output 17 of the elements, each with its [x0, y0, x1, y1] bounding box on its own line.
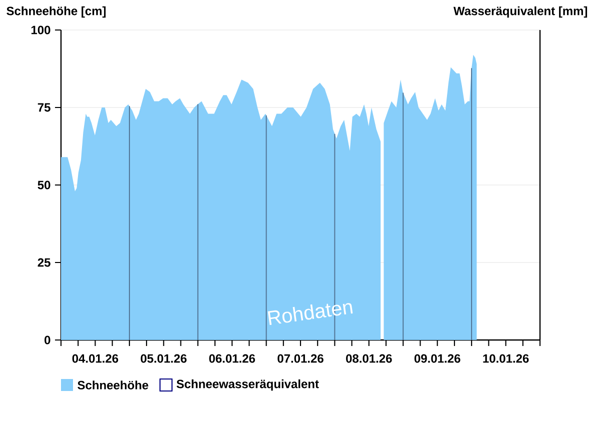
x-tick-label: 08.01.26 — [346, 354, 392, 363]
y-tick-label: 100 — [31, 26, 50, 34]
y-tick-label: 25 — [38, 258, 50, 267]
y2-axis-title: Wasseräquivalent [mm] — [453, 6, 588, 18]
y-axis-title: Schneehöhe [cm] — [6, 6, 106, 18]
x-tick-label: 04.01.26 — [72, 354, 118, 363]
x-tick-label: 05.01.26 — [140, 354, 187, 363]
annotation: Rohdaten — [268, 303, 353, 325]
x-tick-label: 10.01.26 — [483, 354, 529, 363]
y-tick-label: 0 — [44, 336, 50, 344]
y-tick-label: 75 — [38, 103, 50, 112]
y-tick-label: 50 — [38, 180, 50, 190]
legend-label: Schneehöhe — [78, 380, 148, 390]
x-tick-label: 06.01.26 — [209, 354, 255, 363]
x-tick-label: 09.01.26 — [414, 354, 460, 363]
x-tick-label: 07.01.26 — [278, 354, 324, 363]
legend-label: Schneewasseräquivalent — [176, 379, 319, 391]
